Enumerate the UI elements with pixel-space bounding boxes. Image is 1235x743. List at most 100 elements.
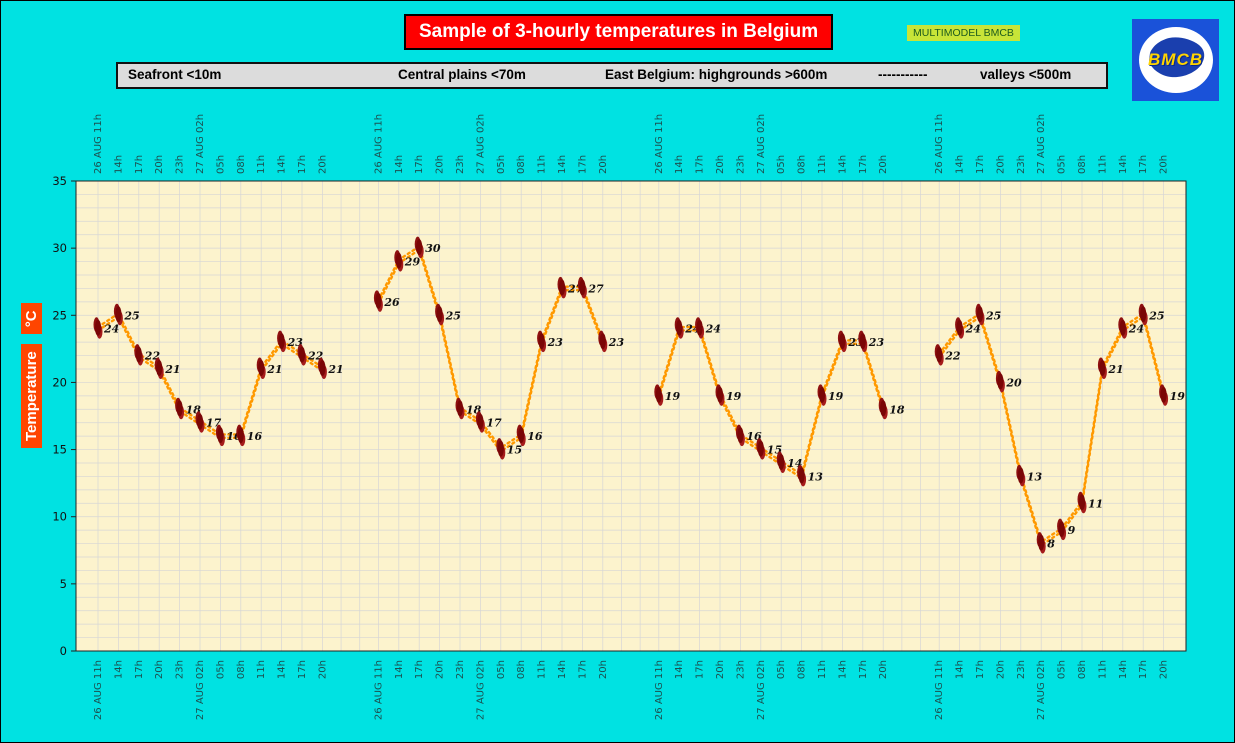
legend-bar: Seafront <10m Central plains <70m East B… bbox=[116, 62, 1108, 89]
time-label-bottom: 20h bbox=[435, 660, 446, 679]
time-label-bottom: 23h bbox=[735, 660, 746, 679]
time-label-bottom: 14h bbox=[277, 660, 288, 679]
marker bbox=[558, 279, 566, 296]
time-label-top: 26 AUG 11h bbox=[654, 114, 665, 174]
value-label: 20 bbox=[1005, 376, 1022, 389]
time-label-bottom: 17h bbox=[1138, 660, 1149, 679]
time-label-top: 26 AUG 11h bbox=[93, 114, 104, 174]
time-label-bottom: 17h bbox=[975, 660, 986, 679]
time-label-bottom: 20h bbox=[154, 660, 165, 679]
legend-item-valleys: valleys <500m bbox=[980, 67, 1072, 82]
marker bbox=[655, 386, 662, 403]
value-label: 21 bbox=[164, 363, 180, 376]
time-label-bottom: 23h bbox=[455, 660, 466, 679]
time-label-top: 11h bbox=[256, 155, 267, 174]
time-label-top: 17h bbox=[414, 155, 425, 174]
marker bbox=[518, 427, 525, 444]
value-label: 8 bbox=[1047, 538, 1055, 551]
marker bbox=[997, 373, 1004, 390]
time-label-top: 05h bbox=[496, 155, 507, 174]
marker bbox=[319, 360, 326, 376]
value-label: 19 bbox=[1170, 390, 1186, 403]
value-label: 25 bbox=[123, 309, 139, 322]
marker bbox=[497, 440, 504, 457]
value-label: 21 bbox=[266, 363, 282, 376]
marker bbox=[976, 306, 984, 323]
marker bbox=[880, 400, 887, 417]
time-label-bottom: 17h bbox=[858, 660, 869, 679]
value-label: 23 bbox=[868, 336, 885, 349]
time-label-top: 14h bbox=[837, 155, 848, 174]
time-label-bottom: 05h bbox=[496, 660, 507, 679]
marker bbox=[1017, 467, 1024, 484]
time-label-top: 20h bbox=[1159, 155, 1170, 174]
marker bbox=[94, 319, 102, 336]
time-label-top: 26 AUG 11h bbox=[373, 114, 384, 174]
time-label-top: 27 AUG 02h bbox=[195, 114, 206, 174]
marker bbox=[258, 360, 265, 376]
marker bbox=[278, 333, 285, 350]
time-label-top: 26 AUG 11h bbox=[934, 114, 945, 174]
marker bbox=[395, 252, 402, 269]
bmcb-logo-circle: BMCB bbox=[1138, 27, 1213, 93]
time-label-top: 23h bbox=[175, 155, 186, 174]
value-label: 16 bbox=[527, 430, 543, 443]
marker bbox=[839, 333, 846, 350]
time-label-top: 17h bbox=[134, 155, 145, 174]
marker bbox=[135, 346, 142, 363]
legend-item-central: Central plains <70m bbox=[398, 67, 526, 82]
y-tick-label: 35 bbox=[52, 174, 67, 188]
time-label-bottom: 17h bbox=[297, 660, 308, 679]
value-label: 13 bbox=[1027, 470, 1043, 483]
time-label-top: 11h bbox=[537, 155, 548, 174]
bmcb-logo: BMCB bbox=[1132, 19, 1219, 101]
time-label-top: 05h bbox=[1057, 155, 1068, 174]
y-tick-label: 30 bbox=[52, 241, 67, 255]
marker bbox=[798, 467, 805, 484]
time-label-top: 17h bbox=[577, 155, 588, 174]
time-label-bottom: 27 AUG 02h bbox=[475, 660, 486, 720]
marker bbox=[196, 413, 204, 430]
marker bbox=[859, 333, 866, 350]
time-label-bottom: 11h bbox=[256, 660, 267, 679]
bmcb-logo-text: BMCB bbox=[1148, 50, 1203, 69]
marker bbox=[936, 346, 943, 363]
time-label-top: 17h bbox=[858, 155, 869, 174]
time-label-top: 05h bbox=[215, 155, 226, 174]
time-label-top: 08h bbox=[516, 155, 527, 174]
time-label-bottom: 05h bbox=[215, 660, 226, 679]
time-label-top: 14h bbox=[674, 155, 685, 174]
value-label: 29 bbox=[404, 256, 421, 269]
marker bbox=[375, 292, 382, 309]
time-label-top: 20h bbox=[878, 155, 889, 174]
time-label-top: 20h bbox=[154, 155, 165, 174]
time-label-top: 17h bbox=[695, 155, 706, 174]
value-label: 24 bbox=[1128, 323, 1144, 336]
time-label-bottom: 20h bbox=[598, 660, 609, 679]
time-label-bottom: 05h bbox=[776, 660, 787, 679]
time-label-top: 27 AUG 02h bbox=[475, 114, 486, 174]
value-label: 26 bbox=[383, 296, 400, 309]
time-label-bottom: 14h bbox=[394, 660, 405, 679]
time-label-top: 20h bbox=[598, 155, 609, 174]
chart-title: Sample of 3-hourly temperatures in Belgi… bbox=[404, 14, 834, 50]
time-label-bottom: 26 AUG 11h bbox=[934, 660, 945, 720]
marker bbox=[676, 319, 683, 336]
value-label: 21 bbox=[1107, 363, 1123, 376]
value-label: 19 bbox=[828, 390, 844, 403]
time-label-bottom: 14h bbox=[1118, 660, 1129, 679]
marker bbox=[1038, 534, 1045, 551]
y-tick-label: 10 bbox=[52, 510, 67, 524]
time-label-top: 23h bbox=[735, 155, 746, 174]
value-label: 24 bbox=[103, 323, 119, 336]
plot-background bbox=[76, 181, 1186, 651]
time-label-top: 23h bbox=[455, 155, 466, 174]
value-label: 11 bbox=[1088, 497, 1103, 510]
time-label-bottom: 14h bbox=[557, 660, 568, 679]
time-label-bottom: 08h bbox=[1077, 660, 1088, 679]
marker bbox=[1078, 494, 1086, 511]
value-label: 13 bbox=[808, 470, 824, 483]
time-label-bottom: 20h bbox=[715, 660, 726, 679]
